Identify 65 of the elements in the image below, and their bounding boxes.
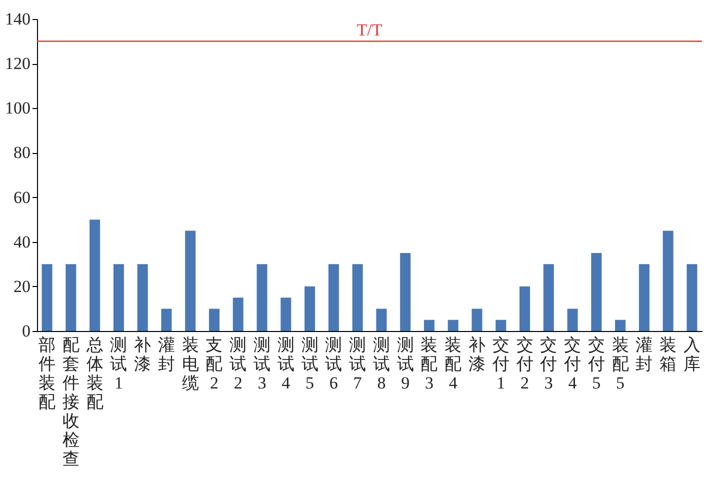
bar <box>328 264 339 331</box>
x-tick-label: 测试7 <box>349 336 366 392</box>
y-tick-label: 60 <box>14 188 30 207</box>
x-tick-label: 支配2 <box>206 336 223 392</box>
bar <box>520 286 530 331</box>
y-tick-label: 0 <box>22 322 30 340</box>
x-tick-label: 灌封 <box>636 336 653 374</box>
bar <box>376 308 387 331</box>
x-tick-label: 装配3 <box>420 336 438 392</box>
y-tick-label: 140 <box>5 10 30 28</box>
x-tick-label: 交付1 <box>491 336 510 392</box>
bar <box>161 308 172 331</box>
x-tick-label: 测试5 <box>301 336 318 392</box>
bar <box>448 320 458 331</box>
y-tick-label: 20 <box>14 276 30 296</box>
bar <box>662 230 674 331</box>
x-tick-label: 测试8 <box>372 336 390 392</box>
bar <box>567 308 578 331</box>
y-tick-label: 120 <box>5 54 30 74</box>
x-tick-label: 测试4 <box>277 336 294 392</box>
x-tick-label: 总体装配 <box>85 336 104 412</box>
x-tick-label: 灌封 <box>158 336 175 374</box>
x-tick-label: 配套件接收检查 <box>62 336 80 468</box>
bar <box>352 264 363 331</box>
bar <box>400 253 411 331</box>
bar <box>256 264 268 331</box>
bar <box>137 264 148 331</box>
x-tick-label: 测试1 <box>110 336 128 392</box>
x-tick-label: 交付2 <box>515 336 534 392</box>
x-tick-label: 入库 <box>683 336 700 374</box>
x-tick-label: 装配4 <box>444 336 462 392</box>
y-tick-label: 80 <box>14 143 30 162</box>
bar <box>686 264 698 331</box>
bar <box>66 264 76 331</box>
x-tick-label: 交付4 <box>563 336 582 392</box>
bar <box>543 264 554 331</box>
x-tick-label: 装箱 <box>660 336 677 374</box>
bar <box>90 220 100 331</box>
x-tick-label: 交付3 <box>539 336 558 392</box>
x-tick-label: 测试6 <box>325 336 342 392</box>
bar <box>280 298 292 331</box>
bar <box>496 320 506 331</box>
bar <box>615 320 626 331</box>
x-tick-label: 测试2 <box>230 336 247 392</box>
bar <box>42 264 52 331</box>
x-tick-label: 装配5 <box>612 336 629 392</box>
x-tick-label: 部件装配 <box>38 336 56 412</box>
bar <box>208 308 220 331</box>
x-tick-label: 测试3 <box>254 336 271 392</box>
x-tick-label: 测试9 <box>396 336 414 392</box>
y-tick-label: 100 <box>5 98 30 118</box>
ref-line-label: T/T <box>356 20 383 40</box>
bar <box>113 264 124 331</box>
bar <box>638 264 650 331</box>
x-tick-label: 装电缆 <box>182 336 199 392</box>
bar <box>185 230 196 331</box>
bar <box>472 308 482 331</box>
y-tick-label: 40 <box>14 232 30 252</box>
bar <box>591 253 602 331</box>
bar <box>304 286 316 331</box>
x-tick-label: 补漆 <box>468 336 486 374</box>
bar <box>232 298 244 331</box>
x-tick-label: 补漆 <box>134 336 152 374</box>
x-tick-label: 交付5 <box>586 336 605 392</box>
bar <box>424 320 434 331</box>
